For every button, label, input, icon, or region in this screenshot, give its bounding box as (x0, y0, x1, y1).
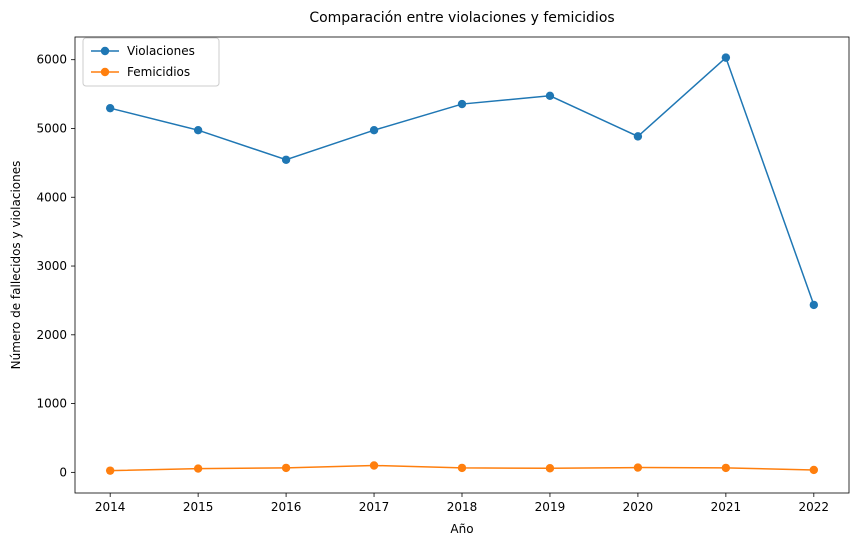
y-tick-label: 6000 (36, 53, 67, 67)
x-axis-title: Año (450, 522, 473, 536)
x-tick-label: 2015 (183, 500, 214, 514)
y-tick-label: 2000 (36, 328, 67, 342)
data-point-violaciones (633, 132, 643, 141)
data-point-femicidios (193, 464, 203, 473)
y-axis-title: Número de fallecidos y violaciones (9, 161, 23, 370)
y-tick-label: 3000 (36, 259, 67, 273)
chart-title: Comparación entre violaciones y femicidi… (309, 10, 614, 26)
data-point-violaciones (193, 125, 203, 135)
legend-label-violaciones: Violaciones (127, 44, 195, 58)
x-tick-label: 2016 (271, 500, 302, 514)
data-point-femicidios (809, 465, 819, 475)
legend-marker-femicidios (100, 67, 110, 77)
x-tick-label: 2017 (359, 500, 390, 514)
legend: Violaciones Femicidios (82, 37, 220, 87)
x-tick-label: 2020 (623, 500, 654, 514)
data-point-violaciones (105, 103, 115, 113)
data-point-femicidios (721, 463, 731, 473)
data-point-violaciones (809, 300, 819, 310)
data-point-femicidios (105, 466, 115, 475)
data-point-femicidios (457, 463, 467, 473)
data-point-violaciones (457, 99, 467, 109)
legend-box (82, 37, 220, 87)
x-tick-label: 2022 (799, 500, 830, 514)
x-tick-label: 2018 (447, 500, 478, 514)
legend-label-femicidios: Femicidios (127, 65, 190, 79)
y-tick-label: 4000 (36, 190, 67, 204)
plot-area: 2014 2015 2016 2017 2018 2019 2020 2021 2022 0 100… (36, 36, 850, 514)
x-tick-label: 2021 (711, 500, 742, 514)
data-point-femicidios (545, 464, 555, 473)
legend-marker-violaciones (100, 46, 110, 56)
data-point-violaciones (545, 91, 555, 101)
data-point-violaciones (369, 125, 379, 135)
data-point-femicidios (633, 463, 643, 472)
data-point-violaciones (281, 155, 291, 164)
data-point-femicidios (369, 461, 379, 470)
data-point-femicidios (281, 463, 291, 473)
y-tick-label: 0 (59, 465, 67, 479)
x-tick-label: 2019 (535, 500, 566, 514)
data-point-violaciones (721, 53, 731, 62)
y-tick-label: 1000 (36, 397, 67, 411)
y-tick-label: 5000 (36, 121, 67, 135)
x-tick-label: 2014 (95, 500, 126, 514)
